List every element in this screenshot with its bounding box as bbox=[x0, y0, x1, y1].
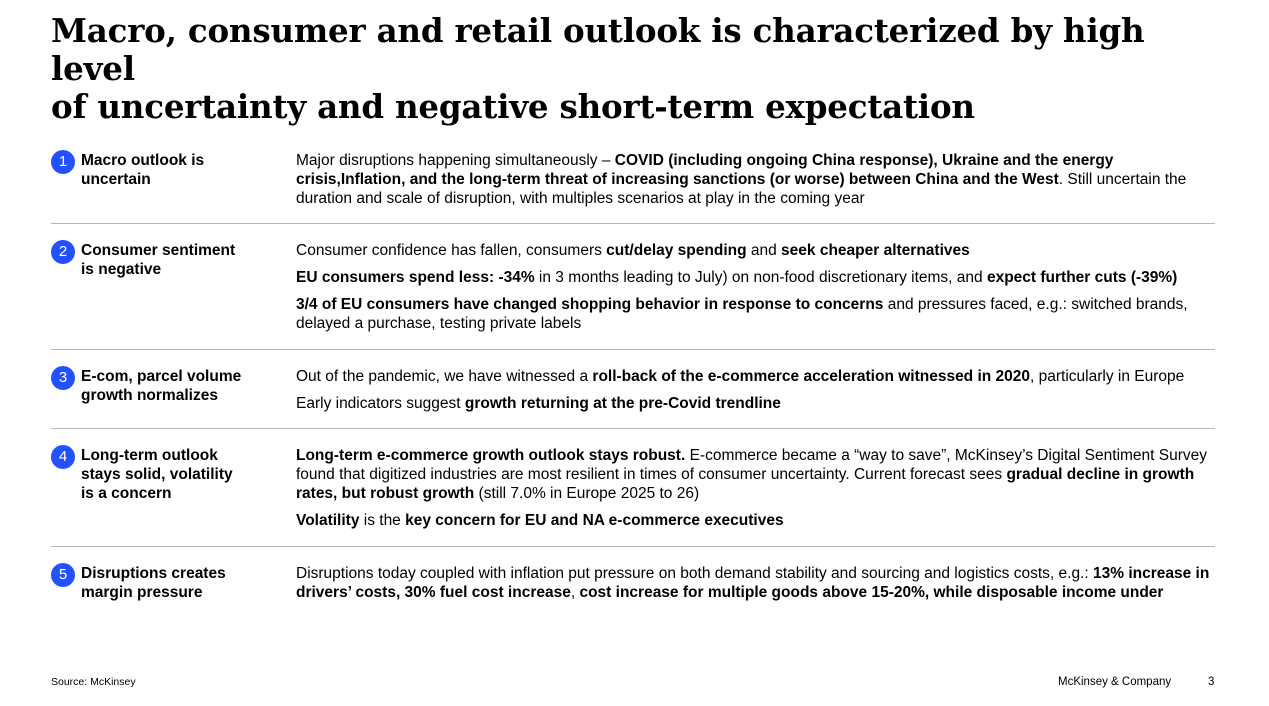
text: and bbox=[746, 242, 782, 259]
content-paragraph: Out of the pandemic, we have witnessed a… bbox=[296, 367, 1218, 386]
bold-text: 13% increase in drivers’ costs, 30% fuel… bbox=[296, 565, 1210, 601]
row-divider bbox=[51, 223, 1215, 224]
row-heading-line: is a concern bbox=[81, 485, 172, 502]
row-heading: Consumer sentiment is negative bbox=[81, 241, 271, 279]
text: , particularly in Europe bbox=[1030, 368, 1185, 385]
text: Consumer confidence has fallen, consumer… bbox=[296, 242, 607, 259]
bold-text: expect further cuts (-39%) bbox=[986, 269, 1178, 286]
bold-text: key concern for EU and NA e-commerce exe… bbox=[405, 512, 784, 529]
row-content: Disruptions today coupled with inflation… bbox=[296, 564, 1218, 602]
bold-text: seek cheaper alternatives bbox=[781, 242, 970, 259]
row-heading: E-com, parcel volume growth normalizes bbox=[81, 367, 271, 405]
row-heading-line: Disruptions creates bbox=[81, 565, 226, 582]
title-line-2: of uncertainty and negative short-term e… bbox=[51, 87, 975, 126]
row-heading-line: is negative bbox=[81, 261, 162, 278]
bold-text: Volatility bbox=[296, 512, 360, 529]
bold-text: 3/4 of EU consumers have changed shoppin… bbox=[296, 296, 884, 313]
row-heading-line: Long-term outlook bbox=[81, 447, 218, 464]
bold-text: Inflation, and the long-term threat of i… bbox=[340, 171, 1059, 188]
row-heading-line: Macro outlook is bbox=[81, 152, 205, 169]
text: . Still uncertain the duration and scale… bbox=[296, 171, 1187, 207]
row-divider bbox=[51, 546, 1215, 547]
content-paragraph: Long-term e-commerce growth outlook stay… bbox=[296, 446, 1218, 503]
bold-text: growth returning at the pre-Covid trendl… bbox=[464, 395, 781, 412]
text: and pressures faced, e.g.: switched bran… bbox=[296, 296, 1188, 332]
number-badge: 2 bbox=[51, 240, 75, 264]
bold-text: cost increase for multiple goods above 1… bbox=[579, 584, 1164, 601]
row-heading: Disruptions creates margin pressure bbox=[81, 564, 271, 602]
page-title: Macro, consumer and retail outlook is ch… bbox=[51, 12, 1231, 126]
bold-text: gradual decline in growth rates, but rob… bbox=[296, 466, 1195, 502]
bold-text: Long-term e-commerce growth outlook stay… bbox=[296, 447, 686, 464]
text: (still 7.0% in Europe 2025 to 26) bbox=[474, 485, 700, 502]
content-paragraph: Consumer confidence has fallen, consumer… bbox=[296, 241, 1218, 260]
row-heading: Long-term outlook stays solid, volatilit… bbox=[81, 446, 271, 503]
text: Out of the pandemic, we have witnessed a bbox=[296, 368, 593, 385]
row-content: Long-term e-commerce growth outlook stay… bbox=[296, 446, 1218, 530]
text: in 3 months leading to July) on non-food… bbox=[534, 269, 987, 286]
row-heading: Macro outlook is uncertain bbox=[81, 151, 271, 189]
bold-text: cut/delay spending bbox=[606, 242, 747, 259]
row-heading-line: margin pressure bbox=[81, 584, 203, 601]
row-heading-line: Consumer sentiment bbox=[81, 242, 236, 259]
row-divider bbox=[51, 349, 1215, 350]
bold-text: COVID (including ongoing China response)… bbox=[296, 152, 1114, 188]
content-paragraph: Major disruptions happening simultaneous… bbox=[296, 151, 1218, 208]
content-paragraph: 3/4 of EU consumers have changed shoppin… bbox=[296, 295, 1218, 333]
row-heading-line: growth normalizes bbox=[81, 387, 218, 404]
row-content: Consumer confidence has fallen, consumer… bbox=[296, 241, 1218, 333]
bold-text: EU consumers spend less: -34% bbox=[296, 269, 535, 286]
title-line-1: Macro, consumer and retail outlook is ch… bbox=[51, 11, 1145, 88]
source-note: Source: McKinsey bbox=[51, 676, 136, 688]
row-divider bbox=[51, 428, 1215, 429]
text: Early indicators suggest bbox=[296, 395, 465, 412]
content-paragraph: Early indicators suggest growth returnin… bbox=[296, 394, 1218, 413]
row-heading-line: uncertain bbox=[81, 171, 151, 188]
text: Disruptions today coupled with inflation… bbox=[296, 565, 1093, 582]
row-heading-line: stays solid, volatility bbox=[81, 466, 233, 483]
content-paragraph: Disruptions today coupled with inflation… bbox=[296, 564, 1218, 602]
number-badge: 4 bbox=[51, 445, 75, 469]
content-paragraph: EU consumers spend less: -34% in 3 month… bbox=[296, 268, 1218, 287]
number-badge: 1 bbox=[51, 150, 75, 174]
row-content: Major disruptions happening simultaneous… bbox=[296, 151, 1218, 208]
company-name: McKinsey & Company bbox=[1058, 676, 1172, 688]
text: E-commerce became a “way to save”, McKin… bbox=[296, 447, 1208, 483]
bold-text: roll-back of the e-commerce acceleration… bbox=[592, 368, 1031, 385]
number-badge: 3 bbox=[51, 366, 75, 390]
number-badge: 5 bbox=[51, 563, 75, 587]
text: Major disruptions happening simultaneous… bbox=[296, 152, 615, 169]
text: is the bbox=[359, 512, 406, 529]
page-number: 3 bbox=[1208, 676, 1215, 688]
content-paragraph: Volatility is the key concern for EU and… bbox=[296, 511, 1218, 530]
row-heading-line: E-com, parcel volume bbox=[81, 368, 242, 385]
text: , bbox=[570, 584, 580, 601]
row-content: Out of the pandemic, we have witnessed a… bbox=[296, 367, 1218, 413]
